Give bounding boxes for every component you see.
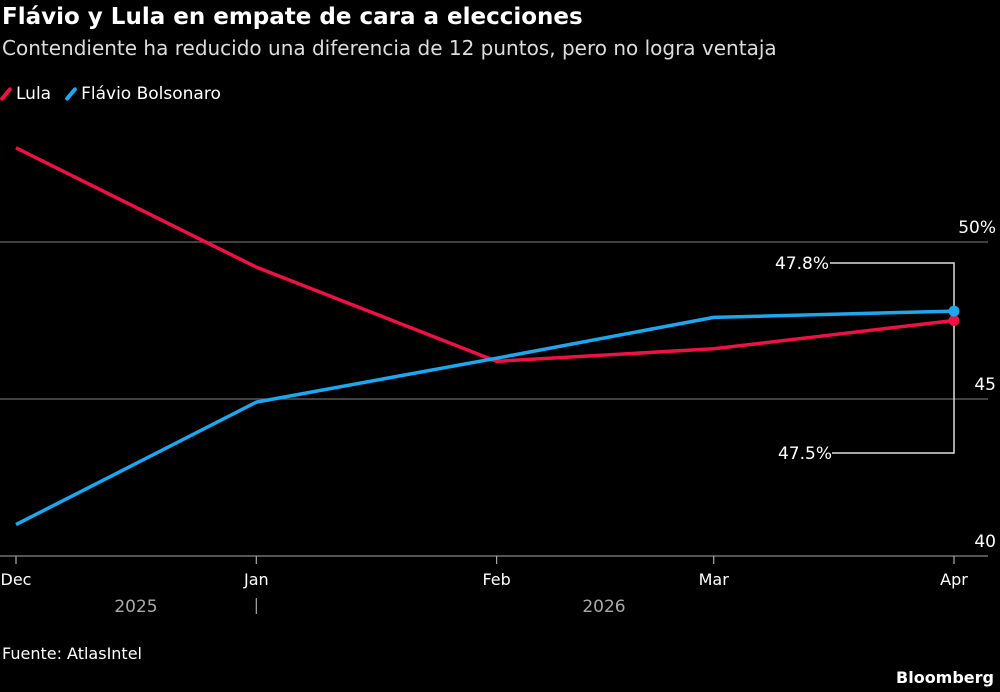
- endpoint-marker-lula: [948, 315, 960, 326]
- series-line-bolsonaro: [15, 309, 955, 527]
- legend-item-lula: Lula: [0, 84, 52, 104]
- x-tick-label: Jan: [243, 570, 269, 589]
- legend-item-bolsonaro: Flávio Bolsonaro: [64, 84, 221, 104]
- y-tick-label: 40: [974, 532, 996, 552]
- x-tick-label: Dec: [1, 570, 32, 589]
- y-tick-label: 45: [974, 375, 996, 395]
- legend: Lula Flávio Bolsonaro: [0, 84, 221, 104]
- source-note: Fuente: AtlasIntel: [2, 644, 142, 663]
- y-tick-label: 50%: [958, 218, 996, 238]
- x-tick-label: Mar: [699, 570, 730, 589]
- endpoint-marker-bolsonaro: [948, 305, 960, 317]
- chart-title: Flávio y Lula en empate de cara a elecci…: [2, 4, 583, 30]
- annotation-lula: 47.5%: [778, 444, 832, 464]
- annotation-bracket: [830, 262, 955, 454]
- series-line-lula: [15, 146, 955, 364]
- x-tick-label: Feb: [482, 570, 510, 589]
- legend-label-lula: Lula: [16, 84, 52, 104]
- bloomberg-logo: Bloomberg: [896, 668, 994, 687]
- year-label-2025: 2025: [114, 597, 157, 617]
- chart-subtitle: Contendiente ha reducido una diferencia …: [2, 36, 777, 60]
- legend-label-bolsonaro: Flávio Bolsonaro: [81, 84, 221, 104]
- annotation-bolsonaro: 47.8%: [775, 254, 829, 274]
- x-tick-label: Apr: [940, 570, 968, 589]
- year-label-2026: 2026: [582, 597, 625, 617]
